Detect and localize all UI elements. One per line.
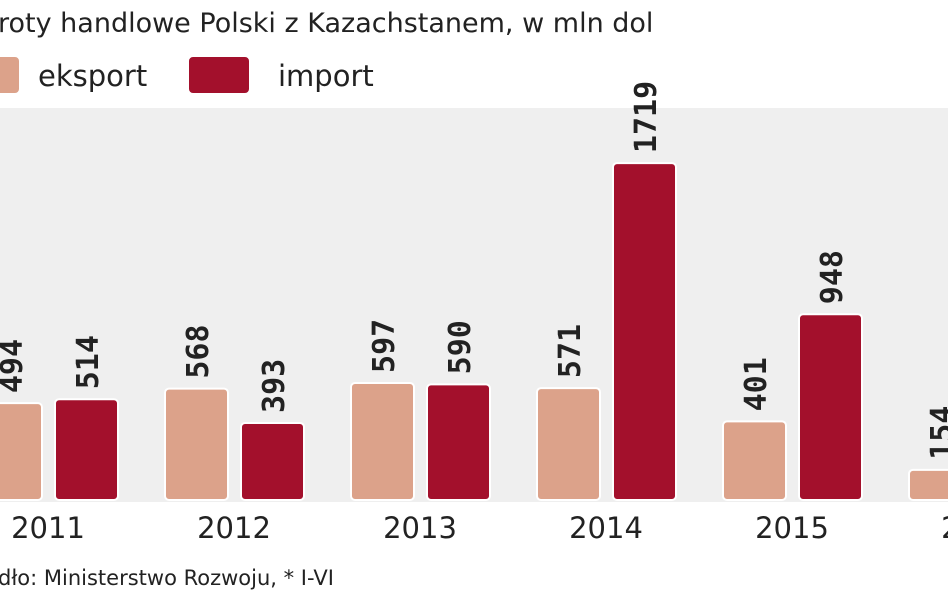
- value-label: 1719: [629, 81, 664, 153]
- legend-swatch: [0, 55, 21, 95]
- value-label: 514: [71, 335, 106, 389]
- x-tick-label: 2011: [11, 511, 85, 545]
- bar: [426, 383, 491, 501]
- bar: [240, 421, 305, 501]
- bar: [722, 420, 787, 501]
- bar: [164, 387, 229, 501]
- bar: [612, 162, 677, 502]
- x-tick-label: 2015: [755, 511, 829, 545]
- x-tick-label: 2016: [941, 511, 948, 545]
- value-label: 571: [553, 324, 588, 378]
- value-label: 401: [739, 357, 774, 411]
- legend-label: import: [278, 59, 374, 93]
- bar: [798, 313, 863, 501]
- value-label: 393: [257, 359, 292, 413]
- x-tick-label: 2012: [197, 511, 271, 545]
- value-label: 154: [925, 406, 948, 460]
- value-label: 597: [367, 319, 402, 373]
- bar: [0, 402, 43, 501]
- bar: [908, 468, 948, 501]
- legend-label: eksport: [38, 59, 147, 93]
- value-label: 948: [815, 250, 850, 304]
- value-label: 568: [181, 324, 216, 378]
- chart-title: roty handlowe Polski z Kazachstanem, w m…: [0, 8, 653, 39]
- legend-swatch: [187, 55, 251, 95]
- source: dło: Ministerstwo Rozwoju, * I-VI: [0, 566, 334, 590]
- bar: [536, 387, 601, 502]
- x-tick-label: 2014: [569, 511, 643, 545]
- value-label: 590: [443, 320, 478, 374]
- bar: [54, 398, 119, 502]
- value-label: 494: [0, 339, 30, 393]
- x-tick-label: 2013: [383, 511, 457, 545]
- bar: [350, 381, 415, 502]
